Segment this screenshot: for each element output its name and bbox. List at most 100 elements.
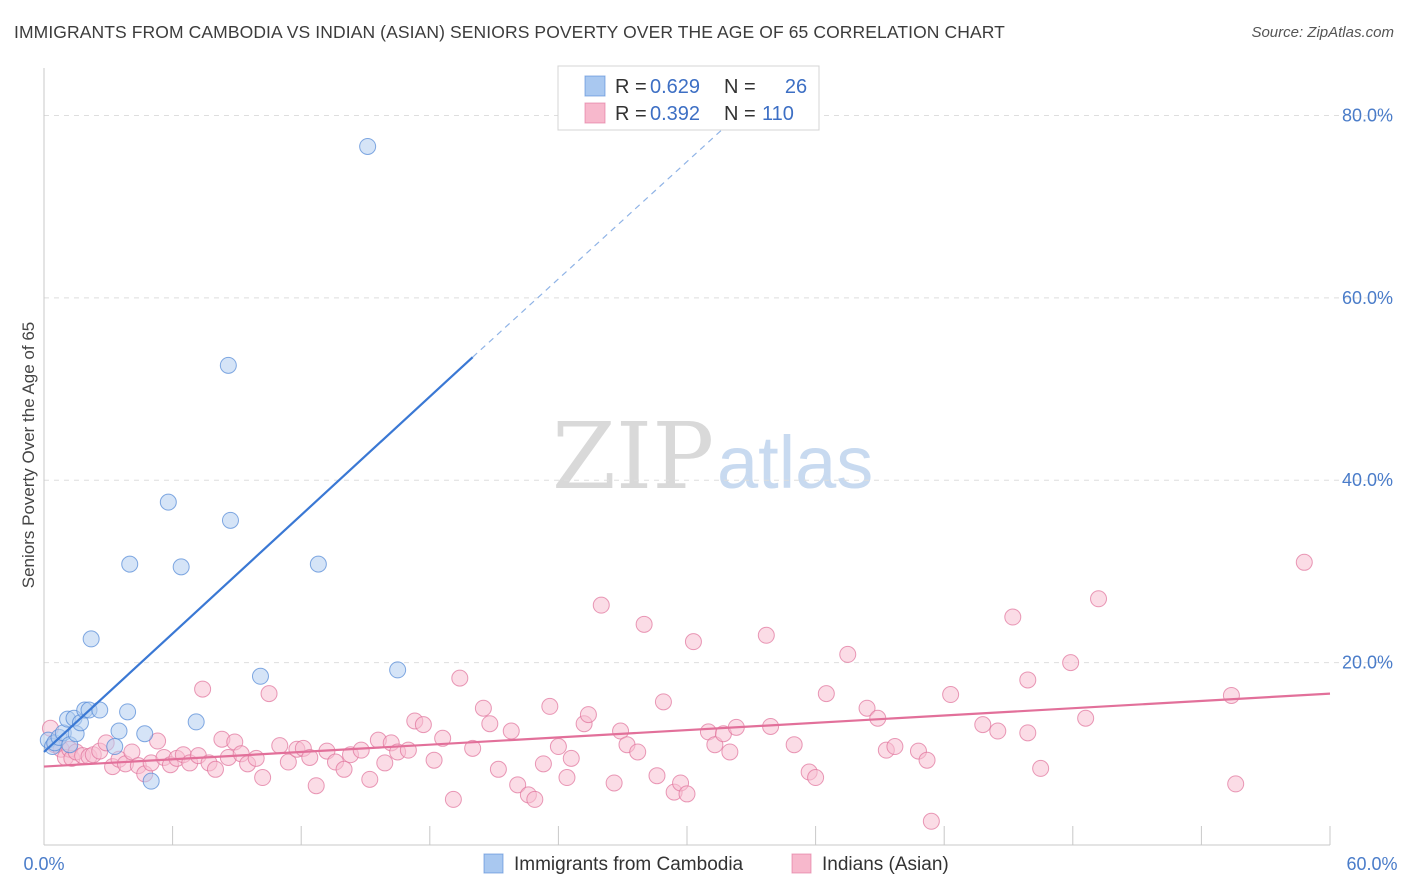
point-indians bbox=[509, 776, 527, 794]
point-cambodia bbox=[221, 511, 239, 529]
point-cambodia bbox=[121, 555, 139, 573]
y-tick-label: 80.0% bbox=[1342, 105, 1393, 125]
point-indians bbox=[1019, 671, 1037, 689]
point-indians bbox=[757, 626, 775, 644]
point-indians bbox=[678, 785, 696, 803]
point-indians bbox=[541, 697, 559, 715]
legend-r-value: 0.629 bbox=[650, 76, 700, 98]
point-indians bbox=[839, 645, 857, 663]
legend-bottom-label-cambodia: Immigrants from Cambodia bbox=[514, 854, 744, 875]
point-indians bbox=[260, 685, 278, 703]
point-indians bbox=[271, 737, 289, 755]
point-indians bbox=[434, 729, 452, 747]
point-indians bbox=[1227, 775, 1245, 793]
point-indians bbox=[648, 767, 666, 785]
point-indians bbox=[1004, 608, 1022, 626]
point-indians bbox=[489, 760, 507, 778]
series-immigrants-cambodia bbox=[39, 137, 407, 790]
point-indians bbox=[301, 748, 319, 766]
point-cambodia bbox=[136, 725, 154, 743]
point-indians bbox=[307, 777, 325, 795]
point-cambodia bbox=[159, 493, 177, 511]
gridlines bbox=[44, 114, 1393, 664]
point-indians bbox=[444, 790, 462, 808]
legend-bottom: Immigrants from Cambodia Indians (Asian) bbox=[483, 853, 949, 875]
point-indians bbox=[425, 751, 443, 769]
point-cambodia bbox=[82, 630, 100, 648]
watermark-atlas: atlas bbox=[717, 421, 873, 504]
point-indians bbox=[335, 760, 353, 778]
point-cambodia bbox=[172, 558, 190, 576]
point-indians bbox=[605, 774, 623, 792]
point-indians bbox=[464, 739, 482, 757]
point-cambodia bbox=[251, 667, 269, 685]
point-indians bbox=[562, 749, 580, 767]
legend-top: R = 0.629 N = 26 R = 0.392 N = 110 bbox=[557, 65, 820, 131]
point-indians bbox=[361, 770, 379, 788]
source-label: Source: ZipAtlas.com bbox=[1251, 24, 1394, 41]
trend-line-cambodia-extrapolated bbox=[472, 112, 741, 358]
point-indians bbox=[526, 790, 544, 808]
point-indians bbox=[817, 685, 835, 703]
legend-swatch-cambodia bbox=[584, 75, 606, 97]
point-indians bbox=[481, 715, 499, 733]
point-indians bbox=[684, 633, 702, 651]
y-tick-labels: 20.0% 40.0% 60.0% 80.0% bbox=[1342, 105, 1393, 672]
point-indians bbox=[279, 753, 297, 771]
point-indians bbox=[635, 615, 653, 633]
legend-r-label: R = bbox=[615, 76, 647, 98]
legend-r-label: R = bbox=[615, 103, 647, 125]
point-indians bbox=[886, 738, 904, 756]
y-tick-label: 60.0% bbox=[1342, 288, 1393, 308]
point-indians bbox=[474, 699, 492, 717]
point-cambodia bbox=[106, 738, 124, 756]
point-indians bbox=[785, 736, 803, 754]
point-cambodia bbox=[119, 703, 137, 721]
point-indians bbox=[942, 686, 960, 704]
point-indians bbox=[721, 743, 739, 761]
point-cambodia bbox=[187, 713, 205, 731]
point-indians bbox=[1032, 759, 1050, 777]
point-indians bbox=[194, 680, 212, 698]
series-indians-asian bbox=[41, 553, 1313, 830]
point-cambodia bbox=[309, 555, 327, 573]
point-indians bbox=[414, 716, 432, 734]
x-ticks bbox=[43, 826, 1331, 845]
point-indians bbox=[558, 769, 576, 787]
point-indians bbox=[206, 760, 224, 778]
point-cambodia bbox=[142, 772, 160, 790]
legend-bottom-swatch-cambodia bbox=[483, 853, 504, 874]
point-cambodia bbox=[219, 356, 237, 374]
legend-bottom-swatch-indians bbox=[791, 853, 812, 874]
legend-bottom-label-indians: Indians (Asian) bbox=[822, 854, 949, 875]
point-indians bbox=[807, 769, 825, 787]
point-indians bbox=[858, 699, 876, 717]
point-indians bbox=[149, 732, 167, 750]
point-indians bbox=[1019, 724, 1037, 742]
point-cambodia bbox=[110, 722, 128, 740]
point-indians bbox=[451, 669, 469, 687]
point-indians bbox=[629, 743, 647, 761]
x-tick-label-max: 60.0% bbox=[1346, 854, 1397, 874]
point-indians bbox=[579, 706, 597, 724]
legend-n-label: N = bbox=[724, 76, 756, 98]
point-indians bbox=[502, 722, 520, 740]
point-indians bbox=[1090, 590, 1108, 608]
point-indians bbox=[1062, 654, 1080, 672]
point-indians bbox=[918, 751, 936, 769]
point-indians bbox=[974, 716, 992, 734]
point-indians bbox=[989, 722, 1007, 740]
legend-n-value: 26 bbox=[785, 76, 807, 98]
point-cambodia bbox=[359, 137, 377, 155]
point-indians bbox=[1077, 709, 1095, 727]
legend-n-label: N = bbox=[724, 103, 756, 125]
y-axis-label: Seniors Poverty Over the Age of 65 bbox=[19, 322, 38, 588]
trend-line-indians bbox=[43, 692, 1331, 768]
legend-r-value: 0.392 bbox=[650, 103, 700, 125]
y-tick-label: 20.0% bbox=[1342, 653, 1393, 673]
point-indians bbox=[592, 596, 610, 614]
point-indians bbox=[922, 812, 940, 830]
point-indians bbox=[534, 755, 552, 773]
legend-n-value: 110 bbox=[762, 103, 794, 125]
point-indians bbox=[1222, 686, 1240, 704]
